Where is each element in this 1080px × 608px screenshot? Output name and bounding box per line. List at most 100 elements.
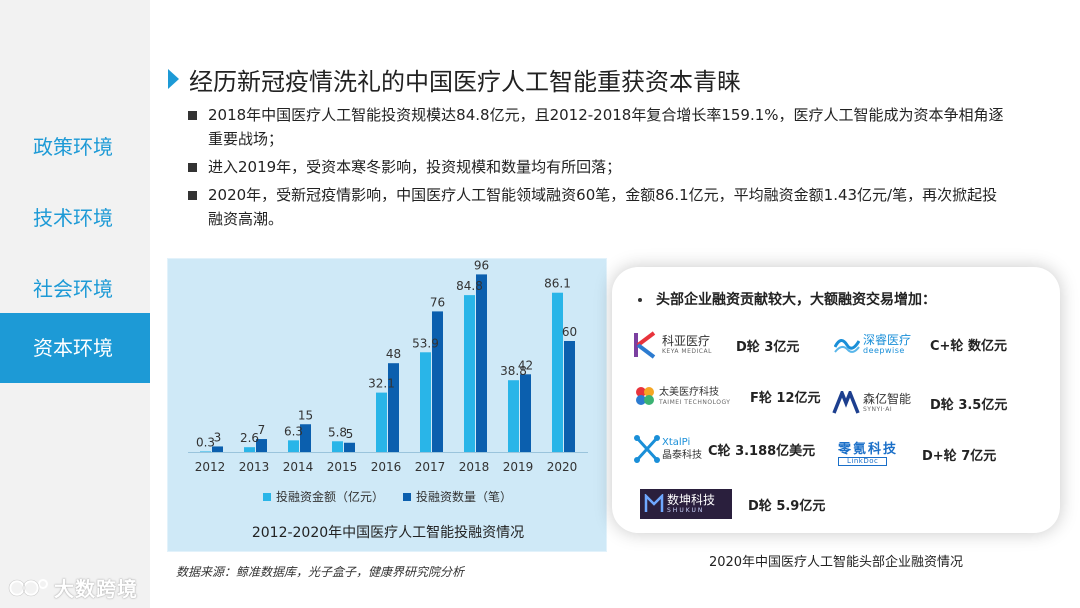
sidebar-item-society[interactable]: 社会环境: [33, 277, 113, 301]
logo-en-text: TAIMEI TECHNOLOGY: [659, 399, 731, 406]
synyi-logo: 森亿智能 SYNYI·AI: [832, 391, 928, 415]
data-label-count: 15: [298, 408, 313, 422]
logo-cn-text: 晶泰科技: [662, 450, 702, 461]
brand-name: 大数跨境: [54, 576, 138, 601]
sidebar-item-policy[interactable]: 政策环境: [33, 135, 113, 159]
card-header-text: 头部企业融资贡献较大，大额融资交易增加：: [656, 292, 936, 308]
data-label-count: 60: [562, 325, 577, 339]
bullet-square-icon: [188, 163, 197, 172]
keya-logo-icon: [634, 331, 656, 359]
bar-amount: [332, 441, 343, 452]
x-tick-label: 2014: [283, 460, 314, 474]
data-label-amount: 84.8: [456, 279, 483, 293]
logo-en-text: SYNYI·AI: [863, 406, 893, 413]
bar-amount: [288, 440, 299, 452]
logo-en-text: LinkDoc: [838, 457, 888, 466]
data-label-count: 48: [386, 347, 401, 361]
data-label-count: 5: [346, 427, 354, 441]
sidebar-item-technology[interactable]: 技术环境: [33, 206, 113, 230]
company-shukun: 数坤科技 SHUKUN D轮 5.9亿元: [640, 489, 825, 519]
bar-amount: [464, 295, 475, 452]
sidebar: 政策环境 技术环境 社会环境 资本环境 大数跨境: [0, 0, 150, 608]
x-tick-label: 2015: [327, 460, 358, 474]
triangle-right-icon: [168, 69, 179, 89]
logo-en-text: KEYA MEDICAL: [662, 348, 712, 355]
taimei-logo: 太美医疗科技 TAIMEI TECHNOLOGY: [634, 385, 744, 407]
data-source: 数据来源：鲸准数据库，光子盒子，健康界研究院分析: [176, 565, 465, 579]
company-deepwise: 深睿医疗 deepwise C+轮 数亿元: [834, 333, 1007, 355]
sidebar-item-capital[interactable]: 资本环境: [0, 313, 150, 383]
logo-en-text: deepwise: [863, 346, 905, 355]
deal-text: D轮 3亿元: [736, 339, 800, 355]
deal-text: C+轮 数亿元: [930, 338, 1007, 354]
logo-cn-text: 科亚医疗: [662, 334, 711, 348]
bullet-item: 2018年中国医疗人工智能投资规模达84.8亿元，且2012-2018年复合增长…: [186, 103, 1006, 151]
bar-count: [520, 374, 531, 452]
data-label-amount: 38.8: [500, 364, 527, 378]
bullet-text: 进入2019年，受资本寒冬影响，投资规模和数量均有所回落；: [208, 158, 622, 176]
bar-count: [300, 424, 311, 452]
legend-label: 投融资数量（笔）: [416, 489, 512, 504]
card-caption: 2020年中国医疗人工智能头部企业融资情况: [708, 555, 964, 570]
bar-count: [564, 341, 575, 452]
data-label-count: 7: [258, 423, 266, 437]
bar-count: [256, 439, 267, 452]
bullet-list: 2018年中国医疗人工智能投资规模达84.8亿元，且2012-2018年复合增长…: [186, 103, 1006, 235]
bullet-square-icon: [188, 191, 197, 200]
deepwise-logo-icon: [834, 339, 860, 353]
data-label-amount: 53.9: [412, 336, 439, 350]
chart-panel: 0.3 3 2012 2.6 7 2013 6.3 15 2014 5.8 5 2015 32.1 48 2…: [167, 258, 607, 552]
brand: 大数跨境: [8, 572, 138, 602]
chart-title: 2012-2020年中国医疗人工智能投融资情况: [251, 525, 525, 541]
shukun-logo-icon: [644, 494, 664, 512]
legend-label: 投融资金额（亿元）: [276, 489, 384, 504]
page-title: 经历新冠疫情洗礼的中国医疗人工智能重获资本青睐: [189, 67, 741, 96]
legend-swatch: [263, 493, 271, 501]
logo-cn-text: 深睿医疗: [863, 333, 912, 347]
deal-text: D+轮 7亿元: [922, 449, 997, 464]
investment-bar-chart: 0.33 2012 2.67 2013 6.3 15 2014 5.85 2015 32.1 48 2…: [188, 259, 588, 504]
logo-en-text: XtalPi: [662, 437, 691, 448]
taimei-logo-icon: [636, 387, 654, 405]
brand-logo-icon: [8, 579, 48, 597]
deal-text: D轮 5.9亿元: [748, 498, 826, 514]
deal-text: D轮 3.5亿元: [930, 397, 1008, 413]
company-linkdoc: 零氪科技 LinkDoc D+轮 7亿元: [838, 443, 996, 466]
bar-amount: [244, 447, 255, 452]
bar-amount: [200, 451, 211, 452]
data-label-count: 76: [430, 295, 445, 309]
bar-count: [212, 446, 223, 452]
logo-cn-text: 零氪科技: [838, 442, 899, 457]
bar-count: [432, 311, 443, 452]
logo-cn-text: 太美医疗科技: [659, 387, 719, 398]
bar-count: [344, 442, 355, 452]
data-label-amount: 86.1: [544, 277, 571, 291]
linkdoc-logo: 零氪科技 LinkDoc: [838, 443, 922, 466]
company-taimei: 太美医疗科技 TAIMEI TECHNOLOGY F轮 12亿元: [634, 385, 821, 407]
data-label-amount: 6.3: [284, 424, 303, 438]
company-xtalpi: XtalPi 晶泰科技 C轮 3.188亿美元: [634, 435, 815, 463]
xtalpi-logo: XtalPi 晶泰科技: [634, 435, 706, 463]
deal-text: C轮 3.188亿美元: [708, 443, 816, 459]
bullet-text: 2018年中国医疗人工智能投资规模达84.8亿元，且2012-2018年复合增长…: [208, 106, 1004, 148]
data-label-amount: 5.8: [328, 425, 347, 439]
data-label-count: 3: [214, 430, 222, 444]
data-label-amount: 2.6: [240, 431, 259, 445]
bar-amount: [420, 352, 431, 452]
bullet-square-icon: [188, 111, 197, 120]
companies-card: 头部企业融资贡献较大，大额融资交易增加： 科亚医疗 KEYA MEDICAL D…: [612, 267, 1060, 533]
company-keya: 科亚医疗 KEYA MEDICAL D轮 3亿元: [634, 331, 799, 359]
x-tick-label: 2020: [547, 460, 578, 474]
company-synyi: 森亿智能 SYNYI·AI D轮 3.5亿元: [832, 391, 1007, 415]
legend-swatch: [403, 493, 411, 501]
x-tick-label: 2017: [415, 460, 446, 474]
bullet-item: 2020年，受新冠疫情影响，中国医疗人工智能领域融资60笔，金额86.1亿元，平…: [186, 183, 1006, 231]
data-label-amount: 0.3: [196, 435, 215, 449]
xtalpi-logo-icon: [634, 435, 660, 463]
bar-amount: [376, 392, 387, 452]
deal-text: F轮 12亿元: [750, 390, 821, 406]
data-label-count: 42: [518, 358, 533, 372]
logo-cn-text: 森亿智能: [863, 392, 912, 406]
page-title-wrap: 经历新冠疫情洗礼的中国医疗人工智能重获资本青睐: [168, 62, 741, 96]
bullet-text: 2020年，受新冠疫情影响，中国医疗人工智能领域融资60笔，金额86.1亿元，平…: [208, 186, 998, 228]
